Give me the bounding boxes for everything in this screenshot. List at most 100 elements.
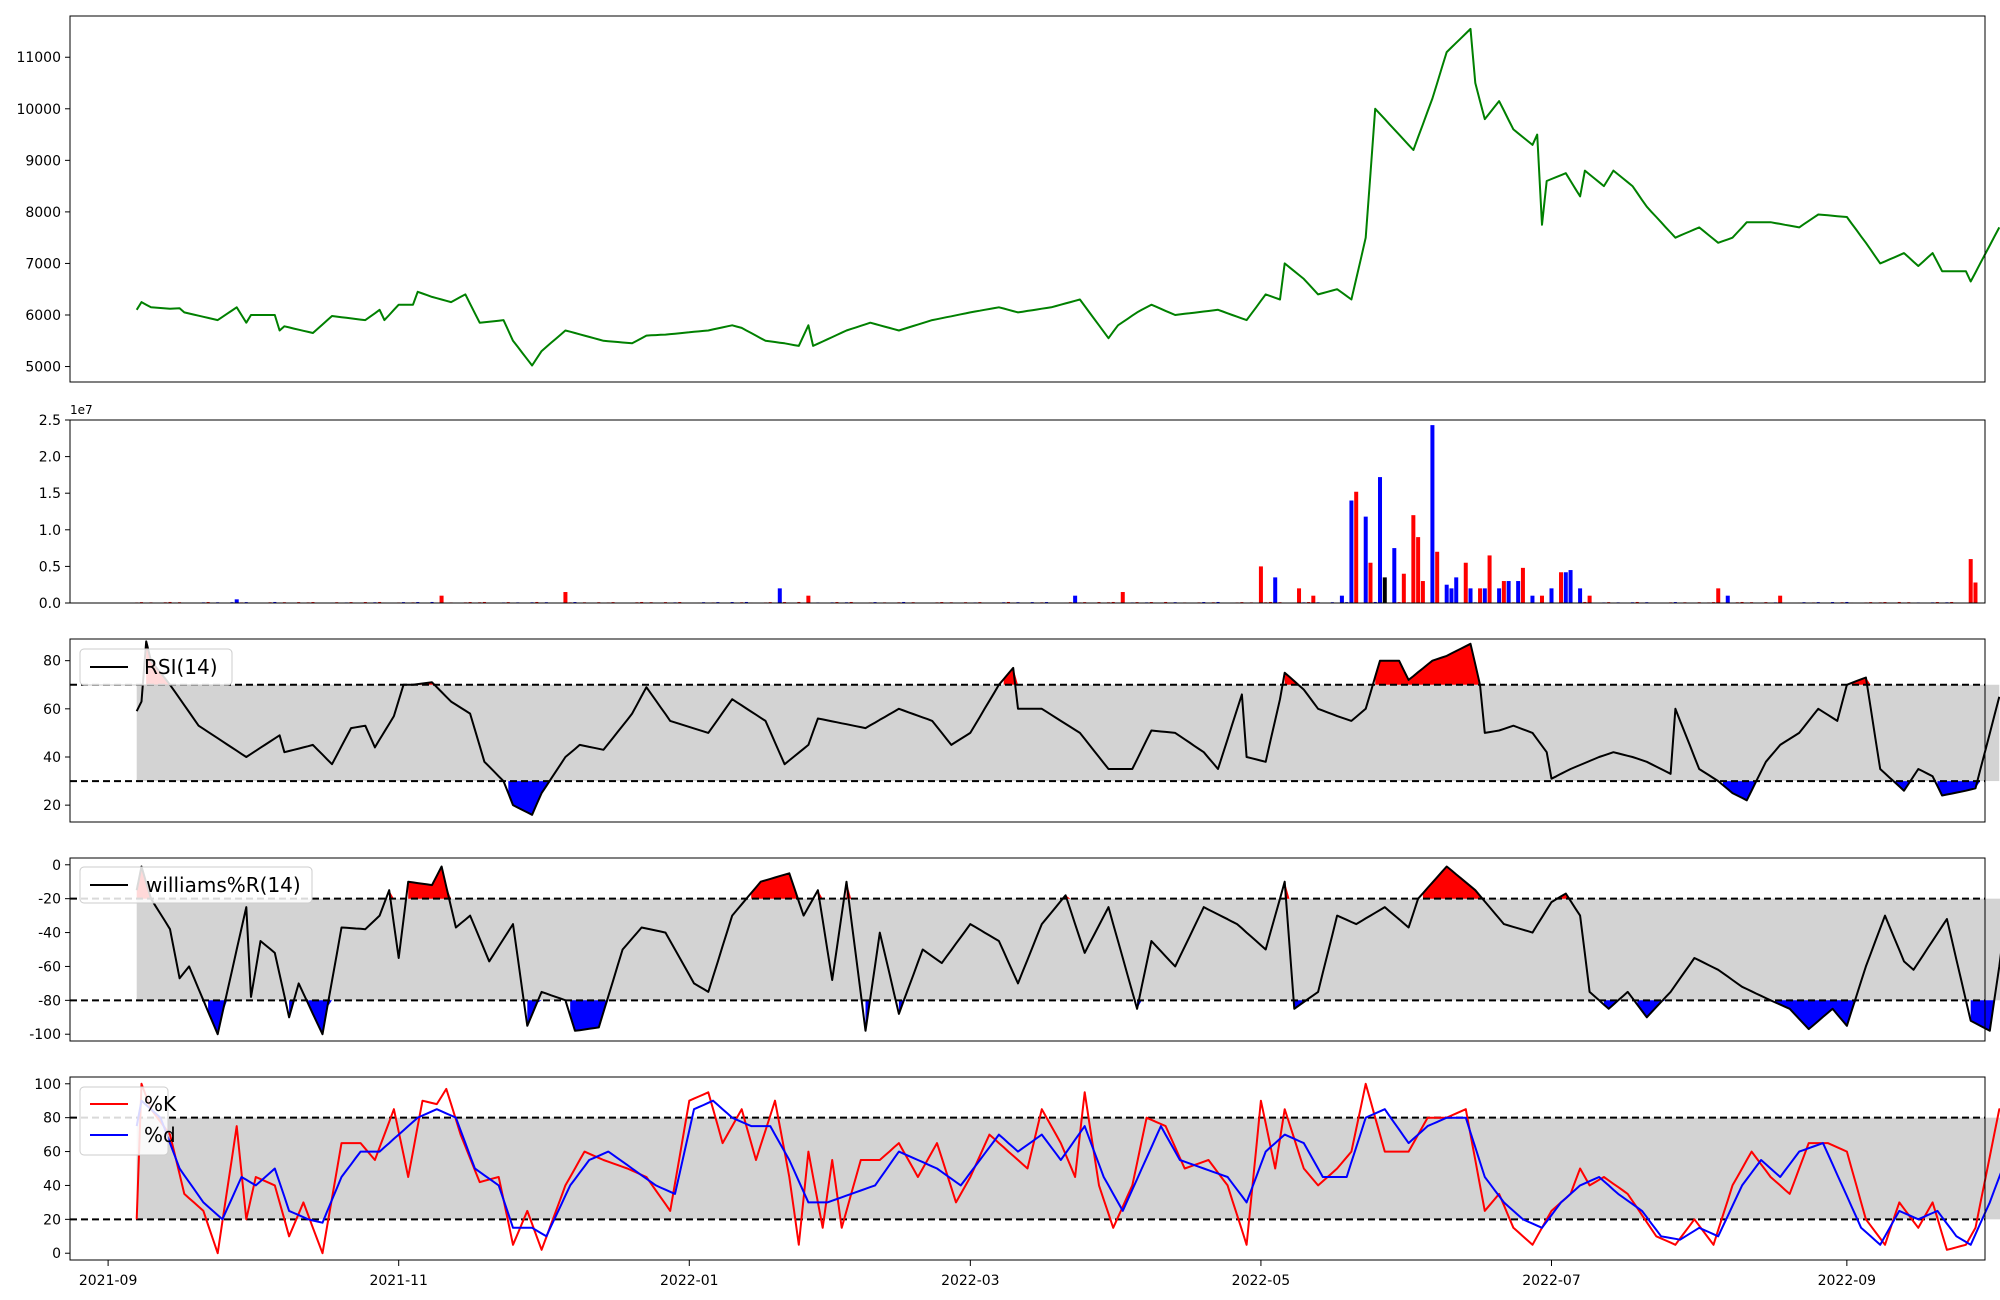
- volume-bar: [1073, 595, 1078, 603]
- x-tick-label: 2022-01: [660, 1273, 719, 1289]
- rsi-overbought-fill: [146, 641, 1871, 685]
- d-legend-label: %d: [144, 1123, 176, 1147]
- volume-bar-small: [1740, 601, 1744, 603]
- stochastic-yticks: 0 20 40 60 80 100: [34, 1077, 70, 1262]
- volume-bar-small: [1373, 601, 1377, 603]
- stochastic-ytick-label: 40: [43, 1178, 61, 1194]
- volume-bar: [1468, 588, 1473, 603]
- x-tick-label: 2021-11: [369, 1273, 428, 1289]
- stochastic-ytick-label: 0: [52, 1246, 61, 1262]
- williams-oversold-fill: [208, 1000, 1995, 1035]
- price-yticks: 5000 6000 7000 8000 9000 10000 11000: [16, 50, 70, 376]
- williams-axes-frame: [69, 857, 1986, 1042]
- volume-bar: [1506, 581, 1511, 603]
- volume-bar-small: [1950, 601, 1954, 603]
- volume-bar: [1716, 588, 1721, 603]
- volume-bar: [1297, 588, 1302, 603]
- stochastic-panel: 0 20 40 60 80 100 %K %d: [34, 1076, 2000, 1262]
- volume-yticks: 0.0 0.5 1.0 1.5 2.0 2.5: [39, 413, 70, 612]
- price-ytick-label: 10000: [16, 102, 61, 118]
- rsi-axes-frame: [69, 638, 1986, 823]
- volume-bar-small: [535, 601, 539, 603]
- volume-bar: [1311, 595, 1316, 603]
- volume-bar: [1778, 595, 1783, 603]
- volume-bar: [1578, 588, 1583, 603]
- stochastic-ytick-label: 100: [34, 1077, 61, 1093]
- volume-bar: [1478, 588, 1483, 603]
- volume-bar: [1549, 588, 1554, 603]
- volume-bar-small: [640, 601, 644, 603]
- volume-ytick-label: 1.5: [39, 486, 61, 502]
- volume-bar: [1416, 537, 1421, 603]
- volume-bar: [234, 599, 239, 603]
- rsi-series-line-0: [135, 640, 2000, 816]
- stochastic-ytick-label: 60: [43, 1145, 61, 1161]
- volume-bar: [1563, 572, 1568, 603]
- volume-bar: [1363, 516, 1368, 603]
- williams-panel: 0 -20 -40 -60 -80 -100 williams%R(14): [29, 857, 2000, 1043]
- volume-bar: [1516, 581, 1521, 603]
- x-tick-label: 2022-07: [1522, 1273, 1581, 1289]
- volume-bar-small: [1845, 601, 1849, 603]
- x-axis: 2021-09 2021-11 2022-01 2022-03 2022-05 2022-…: [79, 1260, 1876, 1289]
- volume-offset-label: 1e7: [70, 403, 93, 417]
- volume-bar: [1368, 562, 1373, 603]
- williams-ytick-label: -100: [29, 1027, 61, 1043]
- volume-bar: [1449, 588, 1454, 603]
- williams-band-fill: [136, 898, 2000, 1001]
- volume-bar: [1482, 588, 1487, 603]
- volume-bar: [1258, 566, 1263, 603]
- volume-bar: [1520, 567, 1525, 603]
- stochastic-band-fill: [136, 1117, 2000, 1220]
- volume-bar: [1501, 581, 1506, 603]
- williams-legend-label: williams%R(14): [146, 873, 301, 897]
- volume-bar: [1973, 582, 1978, 603]
- volume-bar-small: [378, 601, 382, 603]
- volume-bar: [1382, 577, 1387, 603]
- x-tick-label: 2022-03: [941, 1273, 1000, 1289]
- price-panel: 5000 6000 7000 8000 9000 10000 11000: [16, 15, 2000, 383]
- volume-ytick-label: 2.0: [39, 450, 61, 466]
- volume-bar: [1463, 562, 1468, 603]
- volume-bar: [806, 595, 811, 603]
- volume-bar-small: [1268, 601, 1272, 603]
- volume-bar: [1339, 595, 1344, 603]
- volume-bar: [1435, 551, 1440, 603]
- volume-bar-small: [1583, 601, 1587, 603]
- price-line: [135, 27, 2000, 367]
- stochastic-series-line-1: [135, 1099, 2000, 1246]
- volume-bar: [1120, 592, 1125, 603]
- volume-panel: 0.0 0.5 1.0 1.5 2.0 2.5 1e7: [39, 403, 1986, 612]
- stochastic-ytick-label: 80: [43, 1111, 61, 1127]
- volume-bar: [1273, 577, 1278, 603]
- williams-overbought-fill: [136, 866, 1571, 899]
- price-ytick-label: 11000: [16, 50, 61, 66]
- volume-bar: [1349, 500, 1354, 603]
- price-ytick-label: 6000: [25, 308, 61, 324]
- volume-bar: [1968, 559, 1973, 603]
- volume-bar: [1568, 570, 1573, 603]
- volume-bar-small: [1164, 601, 1168, 603]
- volume-bar-small: [1111, 601, 1115, 603]
- rsi-plot: [70, 640, 2000, 816]
- volume-axes-frame: [69, 419, 1986, 604]
- volume-bar-small: [273, 601, 277, 603]
- williams-ytick-label: -40: [38, 926, 61, 942]
- k-legend-label: %K: [144, 1092, 177, 1116]
- volume-bar-small: [1216, 601, 1220, 603]
- rsi-panel: 20 40 60 80 RSI(14): [43, 638, 2000, 823]
- volume-bar: [777, 588, 782, 603]
- volume-bar: [1539, 595, 1544, 603]
- volume-bar: [1420, 581, 1425, 603]
- volume-bar-small: [1897, 601, 1901, 603]
- williams-ytick-label: 0: [52, 858, 61, 874]
- williams-series-line-0: [135, 865, 2000, 1036]
- williams-legend-box: [79, 866, 313, 904]
- volume-bar: [1587, 595, 1592, 603]
- volume-bar: [1725, 595, 1730, 603]
- volume-bar-small: [168, 601, 172, 603]
- stochastic-ytick-label: 20: [43, 1212, 61, 1228]
- williams-plot: [70, 865, 2000, 1036]
- volume-bar-small: [744, 601, 748, 603]
